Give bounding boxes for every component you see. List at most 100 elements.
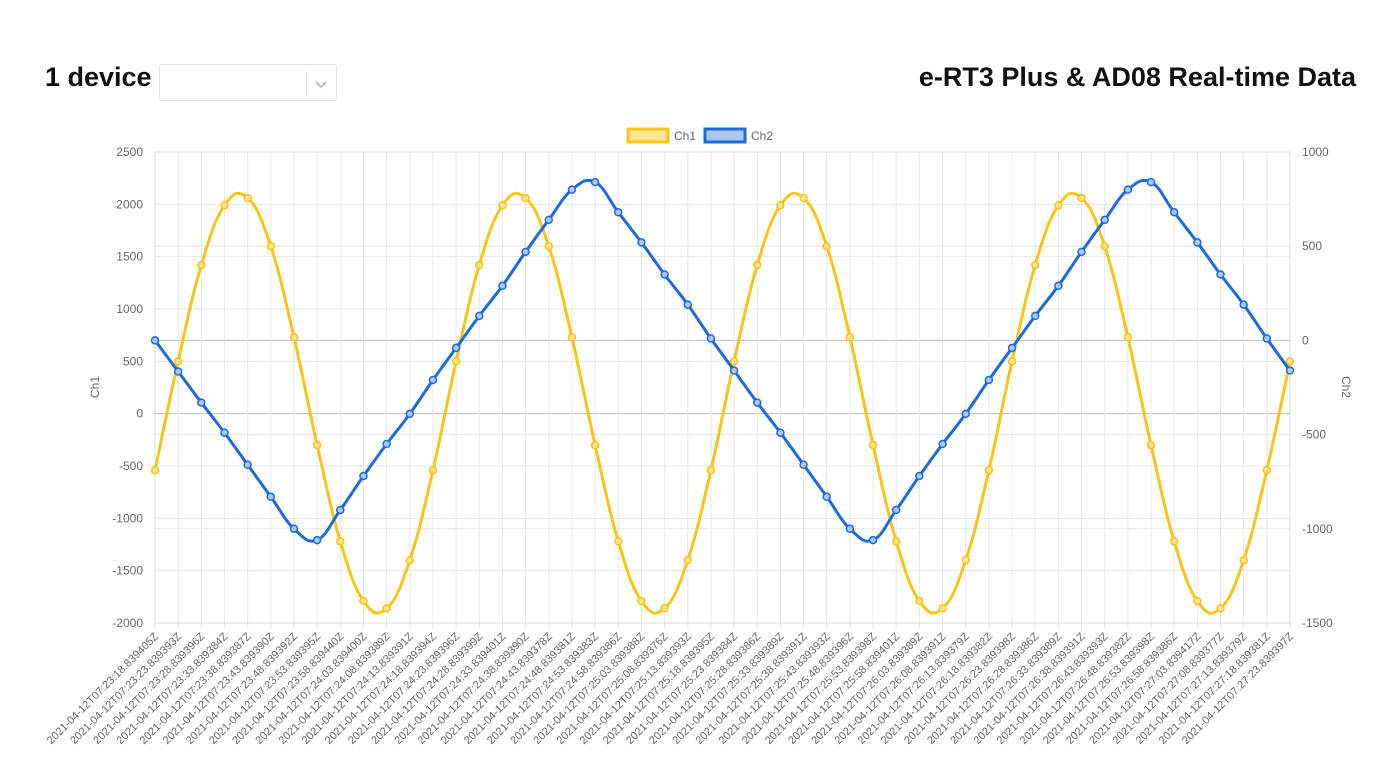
data-point-ch2[interactable] <box>544 215 554 225</box>
data-point-ch2[interactable] <box>1262 334 1272 343</box>
data-point-ch2[interactable] <box>1239 300 1248 309</box>
data-point-ch1[interactable] <box>243 193 252 203</box>
data-point-ch2[interactable] <box>405 409 415 419</box>
data-point-ch1[interactable] <box>660 604 669 613</box>
data-point-ch2[interactable] <box>868 535 878 545</box>
data-point-ch1[interactable] <box>706 465 716 475</box>
data-point-ch2[interactable] <box>312 535 322 545</box>
data-point-ch2[interactable] <box>220 428 229 437</box>
data-point-ch1[interactable] <box>220 201 229 210</box>
data-point-ch1[interactable] <box>845 333 855 342</box>
data-point-ch1[interactable] <box>1216 604 1225 613</box>
data-point-ch2[interactable] <box>1169 208 1179 217</box>
data-point-ch1[interactable] <box>590 440 600 450</box>
data-point-ch2[interactable] <box>475 311 484 321</box>
data-point-ch1[interactable] <box>1123 333 1133 342</box>
data-point-ch1[interactable] <box>382 604 391 613</box>
data-point-ch2[interactable] <box>1193 238 1202 247</box>
data-point-ch1[interactable] <box>637 596 646 606</box>
data-point-ch1[interactable] <box>567 333 577 342</box>
data-point-ch2[interactable] <box>382 439 391 449</box>
data-point-ch2[interactable] <box>336 505 345 515</box>
data-point-ch2[interactable] <box>776 428 785 437</box>
data-point-ch2[interactable] <box>961 409 970 419</box>
data-point-ch1[interactable] <box>312 440 322 450</box>
data-point-ch2[interactable] <box>498 281 507 291</box>
data-point-ch2[interactable] <box>1100 215 1109 225</box>
data-point-ch1[interactable] <box>1262 465 1272 475</box>
legend-label-ch2[interactable]: Ch2 <box>751 129 773 143</box>
data-point-ch1[interactable] <box>822 241 831 251</box>
data-point-ch2[interactable] <box>359 471 368 481</box>
data-point-ch1[interactable] <box>1193 596 1202 606</box>
data-point-ch1[interactable] <box>868 440 878 450</box>
data-point-ch1[interactable] <box>359 596 368 606</box>
data-point-ch2[interactable] <box>915 471 924 481</box>
data-point-ch1[interactable] <box>1030 260 1040 270</box>
data-point-ch2[interactable] <box>243 460 252 469</box>
data-point-ch2[interactable] <box>891 505 901 515</box>
data-point-ch2[interactable] <box>614 208 623 217</box>
data-point-ch2[interactable] <box>1123 185 1133 194</box>
data-point-ch2[interactable] <box>1146 177 1156 187</box>
legend-swatch-ch1[interactable] <box>626 127 670 144</box>
data-point-ch1[interactable] <box>405 555 415 565</box>
data-point-ch2[interactable] <box>521 247 530 257</box>
data-point-ch2[interactable] <box>1054 281 1063 291</box>
data-point-ch2[interactable] <box>822 492 831 502</box>
data-point-ch1[interactable] <box>1100 241 1109 251</box>
data-point-ch1[interactable] <box>891 537 901 546</box>
data-point-ch1[interactable] <box>1007 357 1017 366</box>
data-point-ch2[interactable] <box>752 398 762 407</box>
chevron-down-icon[interactable] <box>314 77 328 95</box>
data-point-ch2[interactable] <box>451 343 461 353</box>
data-point-ch2[interactable] <box>938 439 947 449</box>
data-point-ch2[interactable] <box>150 336 160 345</box>
data-point-ch1[interactable] <box>1239 555 1248 565</box>
data-point-ch1[interactable] <box>1169 537 1179 546</box>
data-point-ch1[interactable] <box>961 555 970 565</box>
data-point-ch2[interactable] <box>567 185 577 194</box>
data-point-ch1[interactable] <box>614 537 623 546</box>
data-point-ch2[interactable] <box>266 492 276 502</box>
data-point-ch2[interactable] <box>845 524 855 534</box>
legend-label-ch1[interactable]: Ch1 <box>674 129 696 143</box>
data-point-ch1[interactable] <box>266 241 276 251</box>
data-point-ch1[interactable] <box>984 465 994 475</box>
data-point-ch2[interactable] <box>1030 311 1040 321</box>
data-point-ch1[interactable] <box>776 201 785 210</box>
data-point-ch1[interactable] <box>938 604 947 613</box>
data-point-ch2[interactable] <box>1285 366 1295 375</box>
data-point-ch2[interactable] <box>637 238 646 247</box>
data-point-ch1[interactable] <box>451 357 461 366</box>
data-point-ch1[interactable] <box>752 260 762 270</box>
data-point-ch2[interactable] <box>683 300 693 309</box>
data-point-ch1[interactable] <box>799 193 808 203</box>
data-point-ch1[interactable] <box>729 357 739 366</box>
data-point-ch2[interactable] <box>729 366 739 375</box>
data-point-ch1[interactable] <box>1077 193 1086 203</box>
data-point-ch2[interactable] <box>1077 247 1086 257</box>
data-point-ch2[interactable] <box>428 375 438 385</box>
data-point-ch2[interactable] <box>660 270 669 279</box>
data-point-ch1[interactable] <box>1054 201 1063 210</box>
data-point-ch1[interactable] <box>544 241 554 251</box>
data-point-ch1[interactable] <box>475 260 484 270</box>
data-point-ch1[interactable] <box>336 537 345 546</box>
data-point-ch2[interactable] <box>799 460 808 469</box>
data-point-ch1[interactable] <box>173 357 183 366</box>
data-point-ch1[interactable] <box>1146 440 1156 450</box>
data-point-ch2[interactable] <box>289 524 299 534</box>
data-point-ch2[interactable] <box>197 398 206 407</box>
data-point-ch2[interactable] <box>173 367 183 376</box>
data-point-ch2[interactable] <box>590 177 600 187</box>
data-point-ch1[interactable] <box>150 465 160 475</box>
data-point-ch1[interactable] <box>428 465 438 475</box>
data-point-ch1[interactable] <box>915 596 924 606</box>
data-point-ch1[interactable] <box>1285 357 1295 366</box>
data-point-ch1[interactable] <box>197 260 206 270</box>
data-point-ch1[interactable] <box>289 333 299 342</box>
data-point-ch1[interactable] <box>521 193 530 203</box>
data-point-ch2[interactable] <box>1007 343 1017 353</box>
data-point-ch2[interactable] <box>984 375 994 385</box>
